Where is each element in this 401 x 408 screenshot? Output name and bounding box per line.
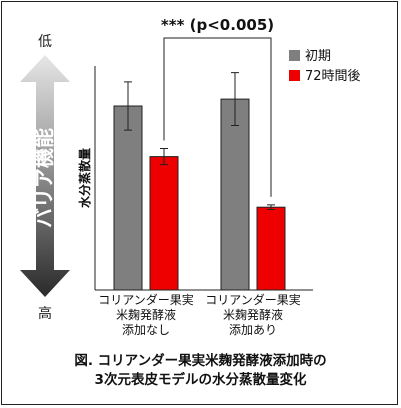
bar-72h-0 [149, 156, 179, 291]
error-bar-initial-0 [124, 81, 132, 131]
x-tick-label-1-2: 添加あり [229, 323, 277, 337]
bar-72h-1 [256, 206, 286, 291]
bar-initial-1 [220, 98, 250, 291]
barrier-axis-label: バリア機能 [32, 128, 56, 228]
legend-label-72h: 72時間後 [305, 69, 361, 84]
y-axis-label: 水分蒸散量 [77, 148, 92, 208]
barrier-arrow [20, 55, 70, 297]
x-tick-label-0-1: 米麹発酵液 [116, 307, 176, 322]
error-bar-72h-0 [160, 148, 168, 166]
caption-line-1: 図. コリアンダー果実米麹発酵液添加時の [74, 353, 327, 369]
barrier-top-label: 低 [38, 34, 52, 50]
x-tick-label-1-0: コリアンダー果実 [205, 292, 301, 307]
bar-initial-0 [113, 105, 143, 291]
x-tick-label-0-0: コリアンダー果実 [98, 292, 194, 307]
barrier-bottom-label: 高 [38, 305, 52, 322]
legend-label-initial: 初期 [305, 49, 331, 64]
error-bar-initial-1 [231, 72, 239, 127]
legend-swatch-72h [289, 70, 300, 81]
legend-swatch-initial [289, 50, 300, 61]
significance-label: *** (p<0.005) [161, 16, 274, 34]
x-tick-label-0-2: 添加なし [122, 323, 170, 337]
error-bar-72h-1 [267, 204, 275, 210]
x-tick-label-1-1: 米麹発酵液 [223, 307, 283, 322]
caption-line-2: 3次元表皮モデルの水分蒸散量変化 [94, 372, 307, 388]
significance-bracket [163, 37, 272, 197]
